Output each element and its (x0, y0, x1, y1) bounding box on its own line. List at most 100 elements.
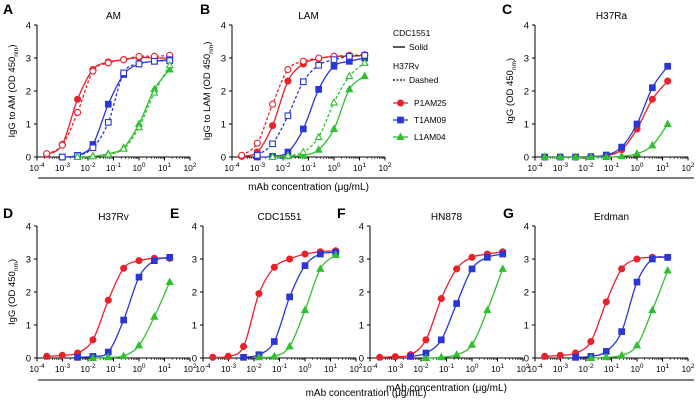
data-point (586, 353, 596, 361)
x-axis-label: mAb concentration (μg/mL) (248, 182, 369, 193)
data-point (104, 100, 112, 108)
data-point (299, 125, 307, 133)
y-tick-label: 2 (221, 87, 226, 98)
data-point (104, 352, 113, 361)
series-t1am09-solid (58, 56, 174, 161)
x-tick-label: 10-2 (275, 162, 291, 173)
data-point (119, 351, 128, 359)
x-tick-label: 10-1 (106, 363, 122, 374)
data-point (453, 300, 460, 307)
data-point (467, 340, 477, 348)
x-tick-label: 10-3 (55, 162, 71, 173)
data-point (315, 61, 322, 69)
data-point (166, 254, 174, 261)
y-tick-label: 0 (221, 153, 226, 164)
y-tick-label: 1 (192, 321, 197, 332)
data-point (587, 337, 595, 346)
data-point (407, 352, 414, 360)
data-point (255, 290, 263, 298)
data-point (224, 352, 232, 360)
legend-marker (396, 99, 405, 107)
data-point (345, 84, 354, 93)
data-point (468, 253, 476, 261)
legend: CDC1551 Solid H37Rv Dashed P1AM25 T1AM09 L… (393, 28, 447, 142)
series-l1am04-solid (540, 119, 672, 160)
data-point (437, 336, 445, 344)
data-point (664, 77, 672, 85)
x-tick-label: 10-2 (578, 162, 594, 173)
data-point (151, 257, 158, 265)
series-curve (62, 59, 170, 158)
data-point (299, 57, 307, 65)
panel-title: CDC1551 (258, 212, 302, 223)
panel-letter: A (3, 1, 13, 17)
data-point (150, 88, 159, 96)
data-point (58, 153, 66, 161)
data-point (498, 264, 507, 272)
data-point (209, 353, 217, 361)
data-point (238, 151, 246, 159)
data-point (286, 255, 294, 263)
series-l1am04-dashed (73, 60, 174, 160)
x-tick-label: 100 (132, 162, 145, 173)
y-tick-label: 1 (524, 120, 529, 131)
data-point (633, 278, 641, 286)
x-tick-label: 102 (516, 363, 529, 374)
y-tick-label: 4 (192, 222, 197, 233)
data-point (253, 152, 261, 159)
data-point (104, 119, 112, 126)
data-point (254, 352, 264, 361)
data-point (437, 295, 445, 303)
data-point (618, 143, 625, 151)
data-point (663, 266, 672, 274)
data-point (572, 353, 579, 361)
series-curve (544, 256, 668, 357)
data-point (330, 62, 338, 70)
data-point (602, 298, 610, 306)
x-tick-label: 10-1 (604, 162, 620, 173)
data-point (104, 59, 112, 67)
data-point (618, 328, 625, 335)
x-tick-label: 10-1 (439, 363, 455, 374)
data-point (360, 58, 369, 66)
series-p1am25-solid (43, 254, 174, 360)
panel-title: H37Rv (98, 212, 129, 223)
x-tick-label: 101 (353, 162, 366, 173)
legend-strain-style-1: Solid (409, 42, 428, 52)
x-tick-label: 101 (158, 363, 171, 374)
data-point (556, 152, 565, 160)
x-tick-label: 10-3 (553, 162, 569, 173)
data-point (633, 120, 641, 128)
data-point (88, 353, 98, 361)
data-point (134, 340, 144, 349)
data-point (330, 56, 338, 63)
data-point (134, 122, 144, 131)
panel-title: Erdman (594, 212, 629, 223)
data-point (649, 84, 656, 92)
data-point (104, 296, 112, 304)
x-axis-label: mAb concentration (μg/mL) (386, 383, 507, 394)
data-point (73, 152, 82, 160)
data-point (120, 56, 128, 64)
data-point (315, 54, 323, 62)
data-point (120, 69, 127, 77)
x-tick-label: 10-3 (250, 162, 266, 173)
series-l1am04-solid (268, 71, 369, 160)
data-point (648, 305, 657, 314)
panel-title: LAM (298, 11, 319, 22)
y-tick-label: 3 (524, 255, 529, 266)
y-axis-label: IgG to LAM (OD 450nm) (202, 42, 215, 141)
data-point (89, 336, 97, 344)
x-tick-label: 10-2 (80, 363, 96, 374)
legend-entry-l1am04: L1AM04 (393, 132, 446, 142)
panel-a: A AM 0 1 2 3 4 10-4 10-3 10-2 10-1 100 101 102 IgG to … (3, 1, 197, 173)
data-point (571, 152, 580, 160)
data-point (270, 263, 278, 271)
series-curve (46, 257, 170, 357)
panel-letter: G (503, 205, 514, 221)
data-point (119, 144, 128, 152)
y-tick-label: 2 (524, 288, 529, 299)
data-point (484, 254, 491, 261)
series-curve (590, 270, 669, 359)
legend-strain-header-1: CDC1551 (393, 28, 431, 38)
